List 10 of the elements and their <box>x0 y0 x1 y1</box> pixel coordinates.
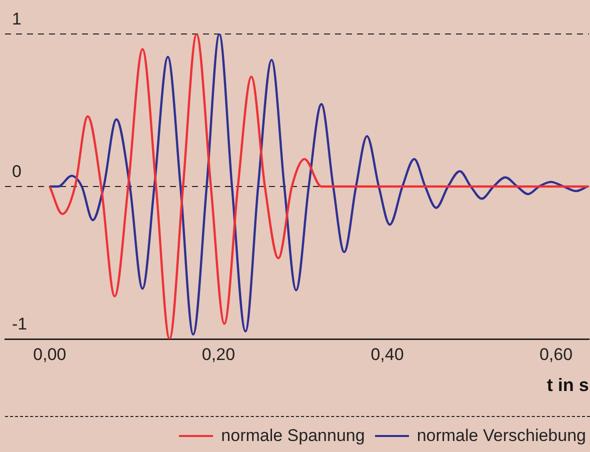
x-axis-title: t in s <box>546 375 589 396</box>
x-tick-label: 0,60 <box>539 344 573 364</box>
y-tick-label: 1 <box>12 10 22 29</box>
legend-label: normale Spannung <box>221 426 365 446</box>
y-tick-label: 0 <box>12 162 22 182</box>
legend-label: normale Verschiebung <box>416 426 586 446</box>
x-tick-label: 0,00 <box>33 344 66 364</box>
y-tick-label: -1 <box>12 314 28 334</box>
x-tick-label: 0,20 <box>202 344 236 364</box>
x-tick-label: 0,40 <box>370 344 404 364</box>
